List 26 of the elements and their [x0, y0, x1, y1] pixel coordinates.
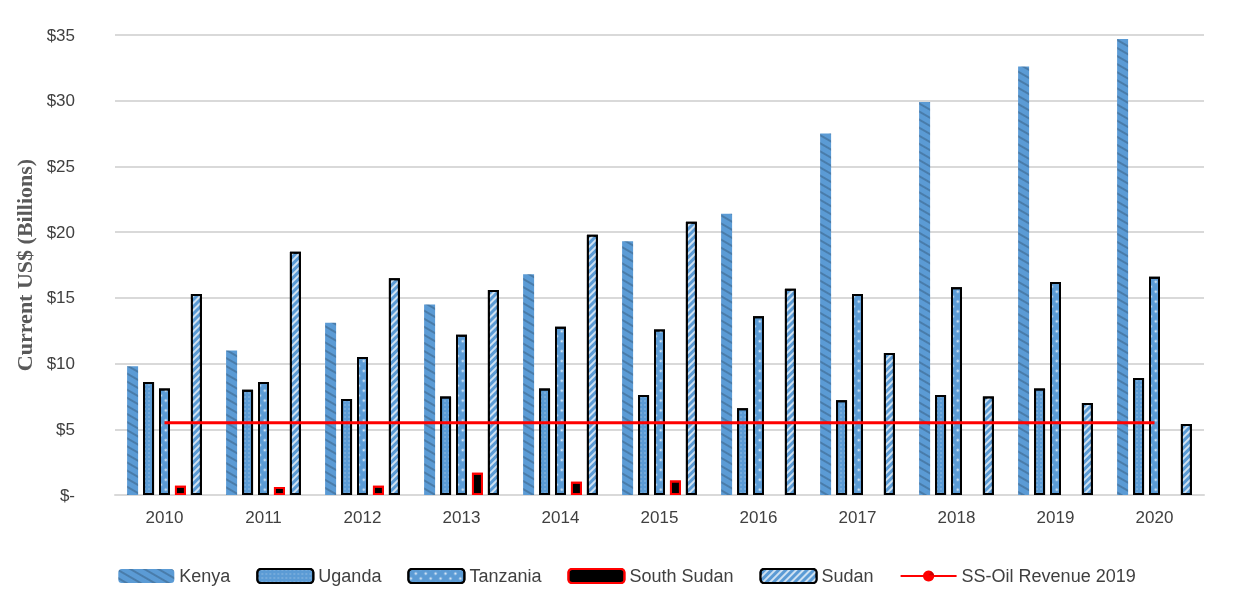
legend-label: South Sudan — [629, 566, 734, 586]
x-tick-label: 2011 — [245, 508, 282, 527]
legend-label: Uganda — [318, 566, 383, 586]
x-tick-label: 2015 — [640, 508, 679, 527]
y-tick-label: $5 — [56, 419, 75, 439]
x-tick-label: 2010 — [145, 508, 184, 527]
y-tick-label: $35 — [46, 25, 75, 45]
legend-label: SS-Oil Revenue 2019 — [961, 566, 1136, 586]
legend-label: Kenya — [179, 566, 232, 586]
y-tick-label: $20 — [46, 222, 75, 242]
x-tick-label: 2018 — [937, 508, 976, 527]
x-tick-label: 2014 — [541, 508, 580, 527]
y-tick-label: $15 — [46, 288, 75, 308]
y-axis-title: Current US$ (Billions) — [11, 158, 37, 372]
x-tick-label: 2019 — [1036, 508, 1075, 527]
x-tick-label: 2020 — [1135, 508, 1174, 527]
x-tick-label: 2013 — [442, 508, 481, 527]
x-tick-label: 2012 — [343, 508, 382, 527]
y-tick-label: $25 — [46, 156, 75, 176]
x-tick-label: 2016 — [739, 508, 778, 527]
legend-label: Tanzania — [469, 566, 543, 586]
x-tick-label: 2017 — [838, 508, 877, 527]
y-tick-label: $30 — [46, 91, 75, 111]
legend-label: Sudan — [821, 566, 874, 586]
y-tick-label: $10 — [46, 354, 75, 374]
y-tick-label: $- — [59, 485, 75, 505]
